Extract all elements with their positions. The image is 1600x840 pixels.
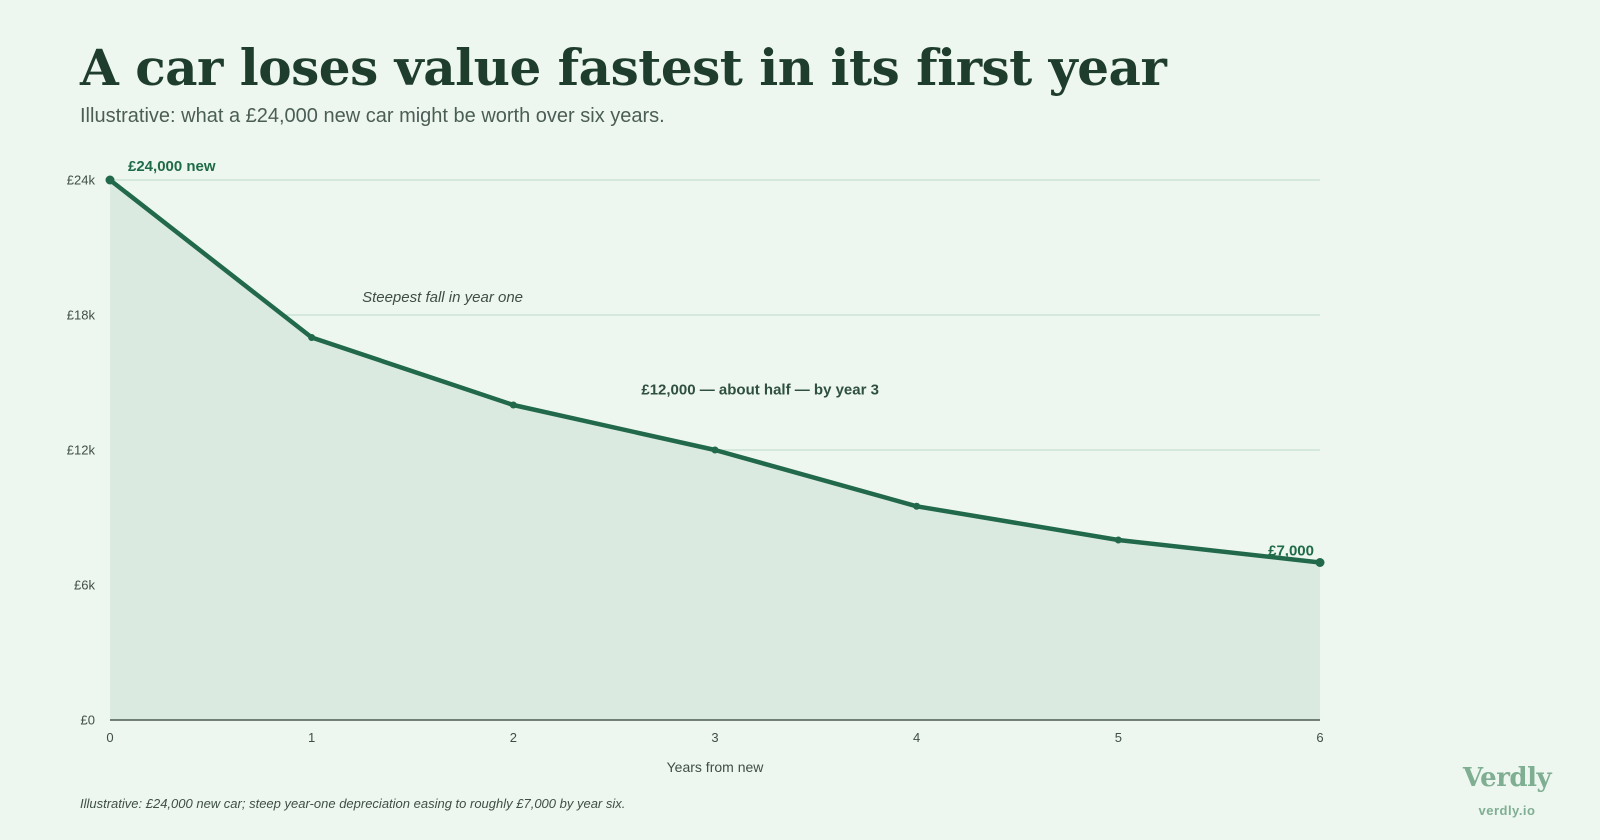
footnote: Illustrative: £24,000 new car; steep yea…: [80, 796, 626, 811]
chart-title: A car loses value fastest in its first y…: [80, 38, 1167, 97]
x-axis-title: Years from new: [667, 759, 765, 775]
annotation-start-value: £24,000 new: [128, 158, 216, 175]
x-tick-label: 1: [308, 730, 315, 745]
brand-url: verdly.io: [1478, 803, 1536, 818]
data-point: [1114, 536, 1122, 544]
y-tick-label: £12k: [67, 443, 96, 458]
chart-subtitle: Illustrative: what a £24,000 new car mig…: [80, 105, 665, 127]
data-point: [1315, 558, 1325, 567]
y-tick-label: £0: [81, 713, 95, 728]
annotation-half-value: £12,000 — about half — by year 3: [641, 381, 879, 398]
y-tick-label: £18k: [67, 308, 96, 323]
x-tick-label: 3: [711, 730, 718, 745]
x-tick-label: 6: [1316, 730, 1323, 745]
y-axis-ticks: £0 £6k £12k £18k £24k: [67, 173, 96, 728]
annotation-end-value: £7,000: [1268, 543, 1314, 560]
x-tick-label: 0: [106, 730, 113, 745]
x-tick-label: 2: [510, 730, 517, 745]
data-point: [509, 401, 517, 409]
data-points: [105, 175, 1325, 567]
data-point: [308, 334, 316, 341]
data-point: [105, 175, 115, 185]
y-tick-label: £6k: [74, 578, 95, 593]
brand-logo: Verdly: [1462, 763, 1552, 793]
x-tick-label: 4: [913, 730, 920, 745]
data-point: [913, 502, 921, 510]
y-tick-label: £24k: [67, 173, 96, 188]
x-axis-ticks: 0 1 2 3 4 5 6: [106, 730, 1323, 745]
x-tick-label: 5: [1115, 730, 1122, 745]
annotation-steepest-fall: Steepest fall in year one: [362, 289, 523, 306]
data-point: [711, 446, 719, 454]
